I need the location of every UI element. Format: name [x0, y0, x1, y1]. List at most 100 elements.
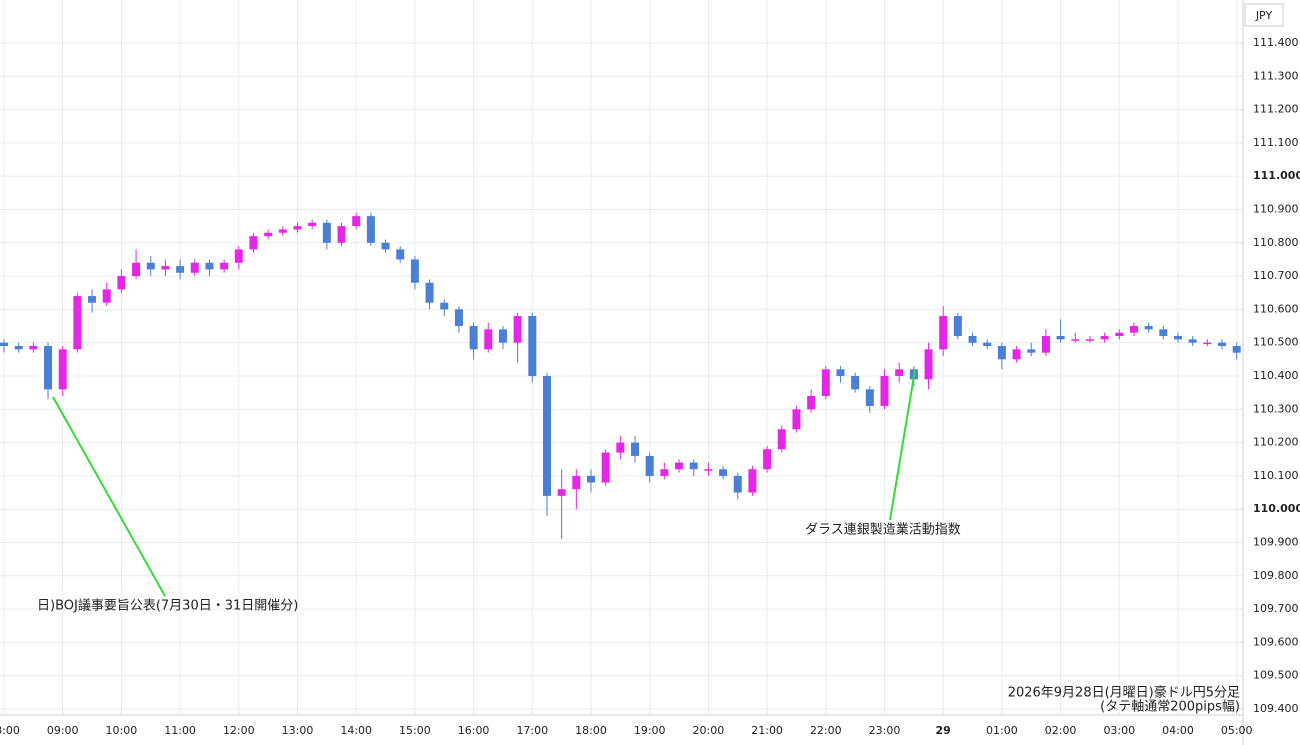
candle-body	[176, 266, 185, 273]
y-tick-label: 111.400	[1253, 36, 1299, 49]
candle-body	[1129, 326, 1138, 333]
candle-body	[146, 262, 155, 270]
candle-body	[660, 469, 669, 476]
candle-body	[748, 469, 757, 493]
y-tick-label: 109.500	[1253, 669, 1299, 682]
y-tick-label: 110.500	[1253, 336, 1299, 349]
y-tick-label: 110.000	[1253, 502, 1300, 515]
x-tick-label: 03:00	[1103, 724, 1135, 737]
candle-body	[675, 462, 684, 470]
candle-body	[1218, 342, 1227, 347]
candle-body	[1188, 339, 1197, 343]
y-tick-label: 111.200	[1253, 103, 1299, 116]
candle-body	[997, 346, 1006, 360]
annotation: 日)BOJ議事要旨公表(7月30日・31日開催分)	[37, 599, 298, 614]
candle-body	[689, 462, 698, 470]
x-tick-label: 18:00	[575, 724, 607, 737]
candle-body	[1159, 329, 1168, 337]
x-tick-label: 15:00	[399, 724, 431, 737]
x-tick-label: 10:00	[106, 724, 138, 737]
candle-body	[117, 276, 126, 290]
candle-body	[220, 262, 229, 270]
x-tick-label: 29	[936, 724, 951, 737]
candle-body	[1085, 339, 1094, 341]
candle-body	[278, 229, 287, 233]
y-tick-label: 109.800	[1253, 569, 1299, 582]
candle-body	[821, 369, 830, 396]
candle-body	[587, 475, 595, 483]
candle-body	[293, 226, 302, 230]
currency-box	[1244, 3, 1284, 27]
candle-body	[865, 389, 874, 406]
candle-body	[645, 455, 654, 476]
candle-body	[851, 375, 860, 390]
x-tick-label: 12:00	[223, 724, 255, 737]
annotation: ダラス連銀製造業活動指数	[805, 522, 961, 538]
annotation-line	[52, 396, 166, 597]
y-tick-label: 109.900	[1253, 535, 1299, 548]
candle-body	[1071, 339, 1080, 341]
candle-body	[572, 475, 581, 490]
candle-body	[58, 349, 67, 390]
candle-body	[396, 249, 405, 260]
candle-body	[528, 316, 537, 376]
y-tick-label: 110.800	[1253, 236, 1299, 249]
footer-line: 2026年9月28日(月曜日)豪ドル円5分足	[1008, 685, 1240, 701]
y-tick-label: 111.100	[1253, 136, 1299, 149]
candle-body	[777, 429, 786, 450]
candle-body	[601, 452, 610, 483]
candle-body	[631, 442, 640, 456]
currency-label: JPY	[1255, 9, 1273, 22]
candle-body	[469, 326, 478, 350]
candle-body	[733, 475, 742, 493]
x-tick-label: 04:00	[1162, 724, 1194, 737]
candle-body	[792, 409, 801, 430]
candle-body	[161, 266, 170, 270]
candle-body	[895, 369, 904, 376]
candle-body	[352, 216, 361, 227]
candle-body	[337, 226, 346, 243]
y-tick-label: 110.900	[1253, 202, 1299, 215]
candle-body	[1041, 336, 1050, 353]
x-tick-label: 11:00	[164, 724, 196, 737]
candle-body	[308, 222, 317, 227]
x-tick-label: 08:00	[0, 724, 20, 737]
x-tick-label: 20:00	[693, 724, 725, 737]
candle-body	[102, 289, 111, 303]
y-tick-label: 110.700	[1253, 269, 1299, 282]
candle-body	[542, 375, 551, 496]
annotation-line	[889, 369, 916, 521]
y-tick-label: 109.400	[1253, 702, 1299, 715]
x-tick-label: 09:00	[47, 724, 79, 737]
candle-body	[983, 342, 992, 347]
candle-body	[807, 395, 816, 410]
x-tick-label: 02:00	[1045, 724, 1077, 737]
candle-body	[1100, 336, 1109, 340]
x-tick-label: 23:00	[869, 724, 901, 737]
candle-body	[234, 249, 243, 263]
candle-body	[1012, 349, 1021, 360]
candle-body	[410, 259, 419, 283]
candle-body	[880, 375, 889, 406]
candle-body	[322, 222, 331, 243]
candle-body	[0, 342, 8, 347]
x-tick-label: 21:00	[751, 724, 783, 737]
y-tick-label: 111.300	[1253, 69, 1299, 82]
candle-body	[1232, 346, 1241, 353]
y-tick-label: 109.700	[1253, 602, 1299, 615]
y-tick-label: 109.600	[1253, 635, 1299, 648]
candle-body	[498, 329, 507, 343]
candle-body	[44, 346, 53, 390]
candle-body	[1174, 336, 1182, 340]
x-tick-label: 19:00	[634, 724, 666, 737]
candle-body	[939, 316, 948, 350]
candle-body	[205, 262, 214, 270]
y-tick-label: 110.200	[1253, 436, 1299, 449]
candle-body	[513, 316, 522, 343]
candle-body	[73, 296, 82, 350]
candle-body	[719, 469, 728, 476]
candle-body	[425, 282, 434, 303]
candle-body	[190, 262, 199, 273]
candle-body	[1203, 342, 1212, 345]
